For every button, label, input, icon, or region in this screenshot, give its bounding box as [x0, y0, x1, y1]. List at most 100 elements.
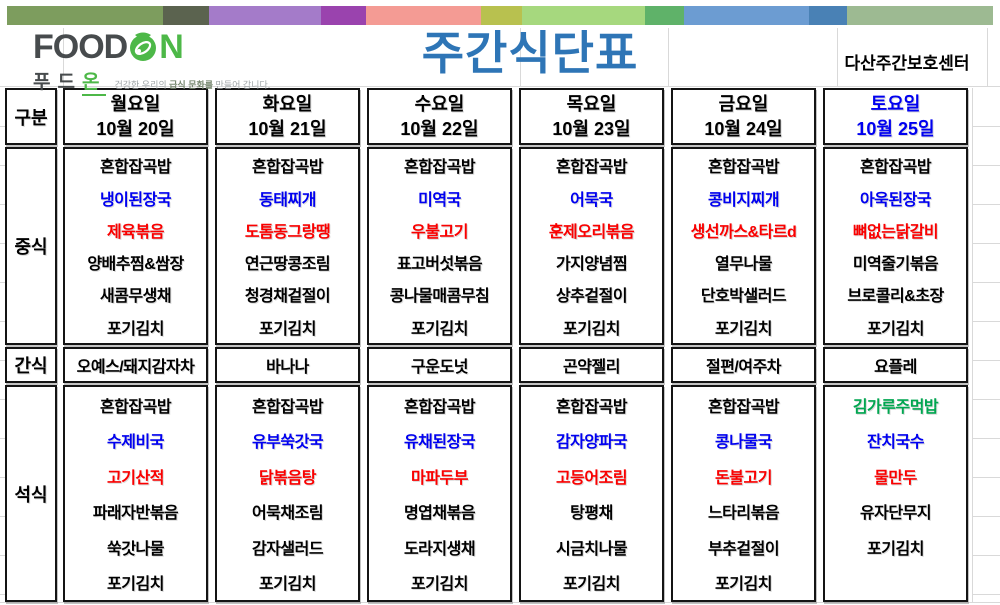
gridline-vertical: [987, 28, 988, 86]
menu-item: 포기김치: [107, 576, 164, 594]
day-date: 10월 25일: [856, 118, 935, 139]
menu-item: 유자단무지: [859, 505, 932, 523]
tagline-emphasis: 급식 문화를: [169, 80, 214, 90]
menu-item: 어묵국: [570, 191, 613, 209]
menu-item: 혼합잡곡밥: [707, 398, 780, 416]
menu-item: 냉이된장국: [99, 191, 172, 209]
menu-item: 혼합잡곡밥: [707, 159, 780, 177]
gridline-vertical: [837, 28, 838, 86]
menu-item: 새콤무생채: [99, 288, 172, 306]
gridline-vertical: [972, 88, 973, 602]
menu-item: 감자양파국: [555, 434, 628, 452]
menu-item: 포기김치: [715, 576, 772, 594]
menu-item: 혼합잡곡밥: [99, 159, 172, 177]
menu-item: 우불고기: [411, 223, 468, 241]
day-header: 수요일 10월 22일: [367, 88, 512, 145]
topbar-segment: [645, 6, 684, 25]
topbar-segment: [683, 6, 809, 25]
menu-item: 가지양념찜: [555, 256, 628, 274]
day-name: 금요일: [718, 93, 769, 114]
snack-menu: 구운도넛: [367, 347, 512, 383]
tagline-post: 만들어 갑니다.: [213, 80, 271, 90]
topbar-segment: [163, 6, 209, 25]
logo-subtitle: 푸드온 건강한 우리의 급식 문화를 만들어 갑니다.: [33, 67, 270, 96]
topbar-segment: [480, 6, 523, 25]
menu-item: 뼈없는닭갈비: [852, 223, 939, 241]
menu-item: 닭볶음탕: [259, 469, 316, 487]
topbar-segment: [7, 6, 164, 25]
menu-item: 명엽채볶음: [403, 505, 476, 523]
menu-item: 시금치나물: [555, 540, 628, 558]
menu-item: 고등어조림: [555, 469, 628, 487]
menu-item: 포기김치: [107, 320, 164, 338]
menu-item: 포기김치: [867, 320, 924, 338]
menu-item: 쑥갓나물: [107, 540, 164, 558]
menu-table: 구분 중식 간식 석식 월요일 10월 20일 혼합잡곡밥 냉이된장국 제육볶음…: [5, 88, 968, 602]
menu-item: 돈불고기: [715, 469, 772, 487]
dinner-menu: 혼합잡곡밥 유부쑥갓국 닭볶음탕 어묵채조림 감자샐러드 포기김치: [215, 385, 360, 602]
menu-item: 포기김치: [259, 320, 316, 338]
lunch-menu: 혼합잡곡밥 콩비지찌개 생선까스&타르d 열무나물 단호박샐러드 포기김치: [671, 147, 816, 345]
day-column-wednesday: 수요일 10월 22일 혼합잡곡밥 미역국 우불고기 표고버섯볶음 콩나물매콤무…: [367, 88, 512, 602]
day-name: 수요일: [414, 93, 465, 114]
logo-tagline: 건강한 우리의 급식 문화를 만들어 갑니다.: [114, 78, 270, 91]
foodon-logo: FOOD N 푸드온 건강한 우리의 급식 문화를 만들어 갑니다.: [33, 30, 270, 96]
menu-item: 포기김치: [411, 320, 468, 338]
menu-item: 아욱된장국: [859, 191, 932, 209]
corner-label: 구분: [14, 107, 48, 128]
gridline-strip-left: [0, 88, 5, 602]
menu-item: 혼합잡곡밥: [403, 159, 476, 177]
menu-item: 탕평채: [570, 505, 613, 523]
menu-item: 콩나물매콤무침: [389, 288, 490, 306]
day-column-monday: 월요일 10월 20일 혼합잡곡밥 냉이된장국 제육볶음 양배추찜&쌈장 새콤무…: [63, 88, 208, 602]
day-column-thursday: 목요일 10월 23일 혼합잡곡밥 어묵국 훈제오리볶음 가지양념찜 상추겉절이…: [519, 88, 664, 602]
menu-item: 유부쑥갓국: [251, 434, 324, 452]
menu-item: 단호박샐러드: [700, 288, 787, 306]
gridline-vertical: [668, 28, 669, 86]
logo-n-text: N: [159, 28, 184, 66]
menu-item: 김가루주먹밥: [852, 398, 939, 416]
day-name: 화요일: [262, 93, 313, 114]
top-color-bar: [7, 6, 994, 25]
lunch-menu: 혼합잡곡밥 냉이된장국 제육볶음 양배추찜&쌈장 새콤무생채 포기김치: [63, 147, 208, 345]
menu-item: 잔치국수: [867, 434, 924, 452]
gridline-vertical: [520, 28, 521, 86]
dinner-menu: 혼합잡곡밥 감자양파국 고등어조림 탕평채 시금치나물 포기김치: [519, 385, 664, 602]
menu-item: 고기산적: [107, 469, 164, 487]
leaf-spoon-icon: [130, 32, 157, 61]
snack-label: 간식: [14, 356, 48, 376]
menu-item: 느타리볶음: [707, 505, 780, 523]
menu-item: 혼합잡곡밥: [555, 398, 628, 416]
lunch-menu: 혼합잡곡밥 동태찌개 도톰동그랑땡 연근땅콩조림 청경채겉절이 포기김치: [215, 147, 360, 345]
logo-food-text: FOOD: [33, 28, 128, 66]
menu-item: 물만두: [874, 469, 917, 487]
day-header: 화요일 10월 21일: [215, 88, 360, 145]
menu-item: 감자샐러드: [251, 540, 324, 558]
lunch-label: 중식: [14, 237, 48, 257]
topbar-segment: [808, 6, 847, 25]
menu-item: 혼합잡곡밥: [251, 398, 324, 416]
foodon-wordmark: FOOD N: [33, 30, 270, 64]
menu-item: 콩나물국: [715, 434, 772, 452]
menu-item: [825, 565, 966, 601]
menu-item: 도라지생채: [403, 540, 476, 558]
lunch-menu: 혼합잡곡밥 미역국 우불고기 표고버섯볶음 콩나물매콤무침 포기김치: [367, 147, 512, 345]
day-date: 10월 21일: [248, 118, 327, 139]
snack-menu: 바나나: [215, 347, 360, 383]
menu-item: 양배추찜&쌈장: [87, 256, 184, 274]
menu-item: 미역줄기볶음: [852, 256, 939, 274]
menu-item: 청경채겉절이: [244, 288, 331, 306]
menu-item: 포기김치: [259, 576, 316, 594]
snack-menu: 곤약젤리: [519, 347, 664, 383]
menu-item: 포기김치: [715, 320, 772, 338]
menu-item: 상추겉절이: [555, 288, 628, 306]
day-column-tuesday: 화요일 10월 21일 혼합잡곡밥 동태찌개 도톰동그랑땡 연근땅콩조림 청경채…: [215, 88, 360, 602]
logo-korean-on: 온: [81, 72, 107, 96]
label-column: 구분 중식 간식 석식: [5, 88, 57, 602]
day-date: 10월 24일: [704, 118, 783, 139]
day-date: 10월 23일: [552, 118, 631, 139]
day-column-friday: 금요일 10월 24일 혼합잡곡밥 콩비지찌개 생선까스&타르d 열무나물 단호…: [671, 88, 816, 602]
menu-item: 부추겉절이: [707, 540, 780, 558]
menu-item: 절편/여주차: [705, 359, 782, 376]
